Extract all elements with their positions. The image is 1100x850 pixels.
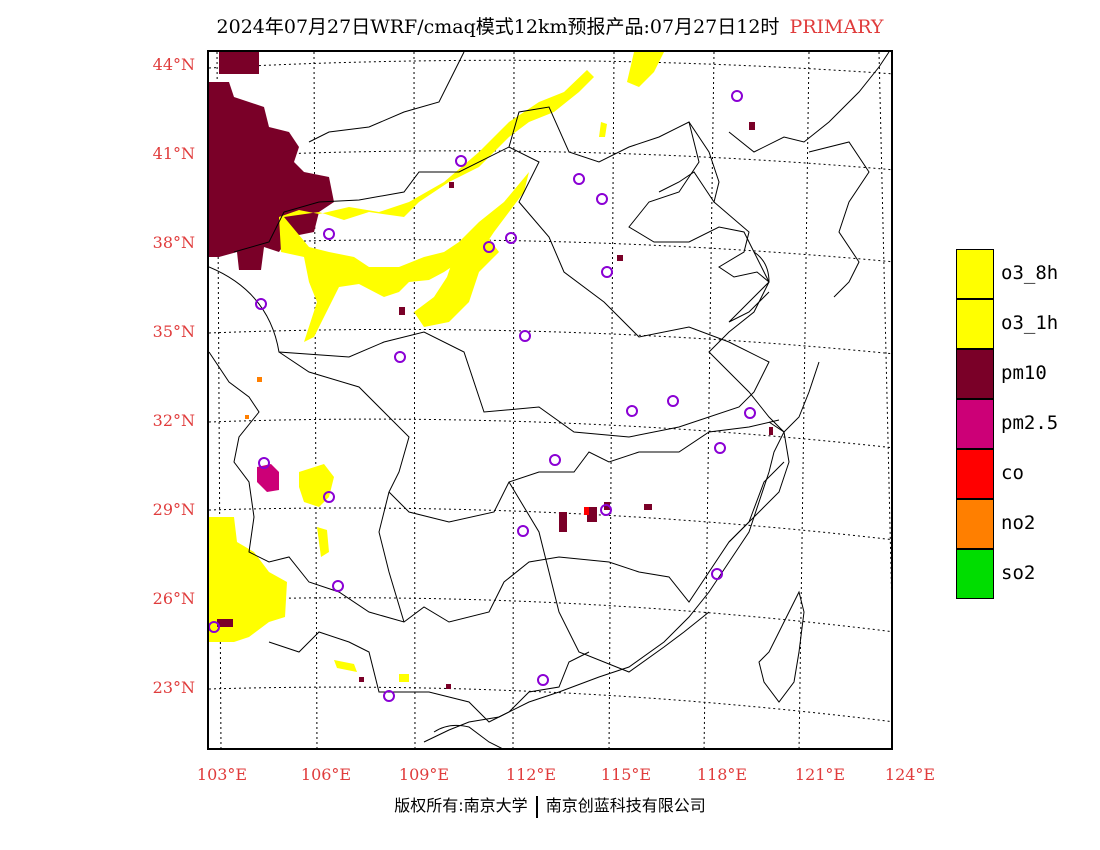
legend-item-pm10: pm10 xyxy=(956,349,1096,399)
province-borders xyxy=(209,52,820,748)
co-spots xyxy=(584,507,589,515)
legend-label: co xyxy=(1001,462,1024,484)
map-canvas xyxy=(209,52,891,748)
x-tick-label: 103°E xyxy=(196,765,248,784)
y-tick-label: 26°N xyxy=(152,589,195,608)
map-panel[interactable] xyxy=(207,50,893,750)
legend-item-co: co xyxy=(956,449,1096,499)
pm10-region xyxy=(209,52,334,270)
primary-label: PRIMARY xyxy=(789,16,884,38)
o3-region xyxy=(209,52,664,682)
y-tick-label: 38°N xyxy=(152,233,195,252)
x-tick-label: 124°E xyxy=(884,765,936,784)
legend-swatch xyxy=(956,499,994,549)
legend-item-pm25: pm2.5 xyxy=(956,399,1096,449)
legend-label: o3_1h xyxy=(1001,312,1059,334)
no2-spots xyxy=(245,377,262,419)
legend-item-o3-8h: o3_8h xyxy=(956,249,1096,299)
legend-swatch xyxy=(956,349,994,399)
x-tick-label: 115°E xyxy=(600,765,652,784)
x-tick-label: 118°E xyxy=(696,765,748,784)
footer: 版权所有:南京大学 南京创蓝科技有限公司 xyxy=(0,792,1100,818)
footer-right: 南京创蓝科技有限公司 xyxy=(545,796,706,815)
legend: o3_8h o3_1h pm10 pm2.5 co no2 so2 xyxy=(956,249,1096,599)
footer-separator xyxy=(535,795,538,818)
y-tick-label: 41°N xyxy=(152,144,195,163)
legend-swatch xyxy=(956,449,994,499)
legend-item-o3-1h: o3_1h xyxy=(956,299,1096,349)
legend-label: so2 xyxy=(1001,562,1036,584)
legend-label: no2 xyxy=(1001,512,1036,534)
y-tick-label: 23°N xyxy=(152,678,195,697)
legend-item-so2: so2 xyxy=(956,549,1096,599)
x-tick-label: 106°E xyxy=(300,765,352,784)
legend-swatch xyxy=(956,399,994,449)
x-tick-label: 112°E xyxy=(505,765,557,784)
graticule xyxy=(209,52,891,748)
legend-label: o3_8h xyxy=(1001,262,1059,284)
legend-label: pm10 xyxy=(1001,362,1047,384)
legend-swatch xyxy=(956,299,994,349)
footer-left: 版权所有:南京大学 xyxy=(394,796,528,815)
station-markers xyxy=(209,90,756,702)
title-text: 2024年07月27日WRF/cmaq模式12km预报产品:07月27日12时 xyxy=(216,16,780,38)
legend-swatch xyxy=(956,249,994,299)
coastline xyxy=(423,52,890,743)
legend-label: pm2.5 xyxy=(1001,412,1059,434)
x-tick-label: 109°E xyxy=(398,765,450,784)
map-title: 2024年07月27日WRF/cmaq模式12km预报产品:07月27日12时 P… xyxy=(0,12,1100,39)
y-tick-label: 35°N xyxy=(152,322,195,341)
legend-swatch xyxy=(956,549,994,599)
y-tick-label: 44°N xyxy=(152,55,195,74)
y-tick-label: 32°N xyxy=(152,411,195,430)
y-tick-label: 29°N xyxy=(152,500,195,519)
x-tick-label: 121°E xyxy=(794,765,846,784)
legend-item-no2: no2 xyxy=(956,499,1096,549)
pm25-region xyxy=(257,464,279,492)
